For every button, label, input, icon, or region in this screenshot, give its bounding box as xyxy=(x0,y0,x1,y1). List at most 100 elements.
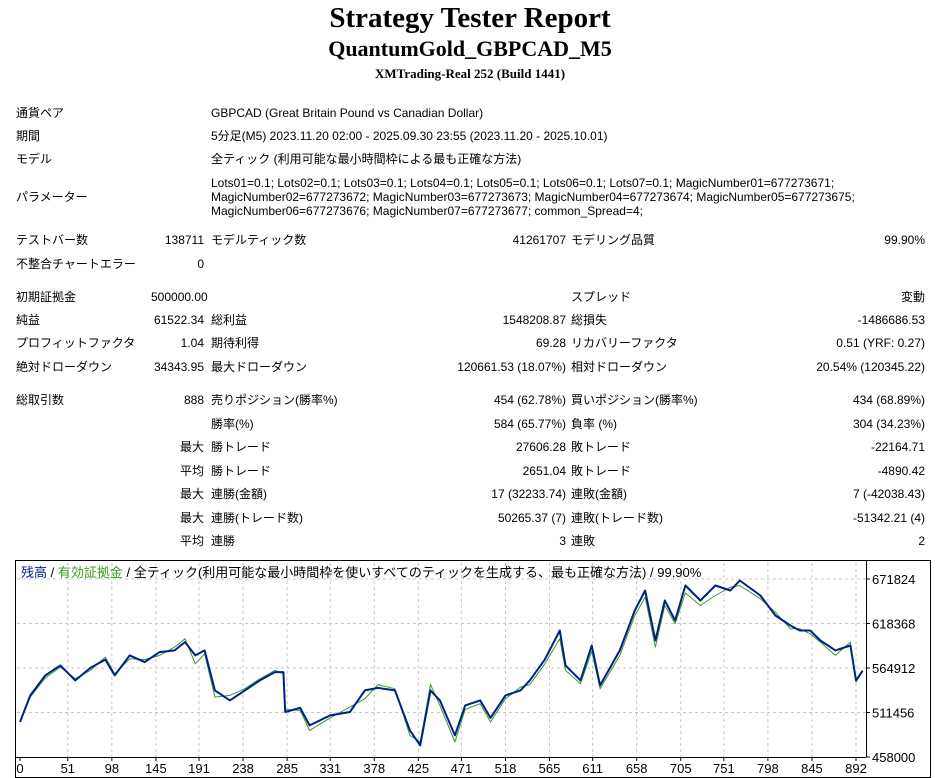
stat-value: 平均 xyxy=(179,464,204,478)
stat-value: 20.54% (120345.22) xyxy=(816,360,925,374)
x-tick-label: 611 xyxy=(582,761,603,776)
param-line: MagicNumber02=677273672; MagicNumber03=6… xyxy=(211,190,855,204)
info-value: Lots01=0.1; Lots02=0.1; Lots03=0.1; Lots… xyxy=(211,176,931,218)
stat-value: 1548208.87 xyxy=(502,313,566,327)
stats-row: 不整合チャートエラー 0 xyxy=(16,257,925,271)
stat-value: -4890.42 xyxy=(877,464,925,478)
stat-value: 41261707 xyxy=(512,233,566,247)
report-subtitle: QuantumGold_GBPCAD_M5 xyxy=(328,36,612,61)
x-tick-label: 145 xyxy=(145,761,167,776)
chart-legend: 残高 / 有効証拠金 / 全ティック(利用可能な最小時間枠を使いすべてのティック… xyxy=(21,565,702,580)
legend-separator: / xyxy=(47,565,58,580)
stat-label: 不整合チャートエラー xyxy=(16,257,136,271)
info-value: 5分足(M5) 2023.11.20 02:00 - 2025.09.30 23… xyxy=(211,129,608,143)
stat-value: 34343.95 xyxy=(153,360,204,374)
stats-row: 純益 61522.34 総利益 1548208.87 総損失 -1486686.53 xyxy=(16,313,925,327)
param-line: MagicNumber06=677273676; MagicNumber07=6… xyxy=(211,204,643,218)
stats-row: 初期証拠金 500000.00 スプレッド 変動 xyxy=(16,290,925,304)
stat-label: 連敗(トレード数) xyxy=(571,511,663,525)
stat-value: 61522.34 xyxy=(153,313,204,327)
x-tick-label: 0 xyxy=(16,761,23,776)
balance-chart: 671824 618368 564912 511456 458000 0 51 98 145 19… xyxy=(15,560,931,778)
stats-row: 最大 連勝(金額) 17 (32233.74) 連敗(金額) 7 (-42038.43) xyxy=(16,487,925,501)
stat-label: 初期証拠金 xyxy=(16,290,77,304)
stat-label: 敗トレード xyxy=(571,464,632,478)
stat-label: 連勝(トレード数) xyxy=(211,511,303,525)
info-label: 期間 xyxy=(16,129,41,143)
stat-label: 連敗 xyxy=(571,534,596,548)
stat-label: 売りポジション(勝率%) xyxy=(211,393,338,407)
legend-separator: / xyxy=(123,565,134,580)
stat-value: 7 (-42038.43) xyxy=(852,487,925,501)
stat-label: 負率 (%) xyxy=(571,417,617,431)
stat-label: モデルティック数 xyxy=(211,233,307,247)
report-title: Strategy Tester Report xyxy=(329,2,611,34)
stats-row: 絶対ドローダウン 34343.95 最大ドローダウン 120661.53 (18.07… xyxy=(16,360,925,374)
stat-label: 総利益 xyxy=(211,313,248,327)
legend-quality: 99.90% xyxy=(657,565,702,580)
stat-value: -51342.21 (4) xyxy=(852,511,925,525)
legend-balance: 残高 xyxy=(21,565,47,580)
stat-value: 2 xyxy=(918,534,925,548)
legend-model: 全ティック(利用可能な最小時間枠を使いすべてのティックを生成する、最も正確な方法… xyxy=(134,565,647,580)
stat-label: 勝トレード xyxy=(211,440,272,454)
x-tick-label: 518 xyxy=(495,761,517,776)
legend-equity: 有効証拠金 xyxy=(58,565,123,580)
info-label: パラメーター xyxy=(16,190,88,204)
stat-label: 期待利得 xyxy=(211,336,260,350)
stat-label: 最大ドローダウン xyxy=(211,360,308,374)
stat-label: 総取引数 xyxy=(16,393,65,407)
stat-value: 500000.00 xyxy=(151,290,208,304)
x-tick-label: 798 xyxy=(757,761,779,776)
stat-label: 買いポジション(勝率%) xyxy=(571,393,698,407)
stat-value: 最大 xyxy=(179,440,204,454)
info-row-model: モデル 全ティック (利用可能な最小時間枠による最も正確な方法) xyxy=(16,152,931,166)
stat-value: 138711 xyxy=(164,233,204,247)
stat-value: 3 xyxy=(559,534,566,548)
info-value: 全ティック (利用可能な最小時間枠による最も正確な方法) xyxy=(211,152,522,166)
stats-row: 平均 勝トレード 2651.04 敗トレード -4890.42 xyxy=(16,464,925,478)
x-tick-label: 425 xyxy=(407,761,429,776)
stat-value: 0.51 (YRF: 0.27) xyxy=(836,336,925,350)
stat-value: 2651.04 xyxy=(522,464,566,478)
stat-value: 変動 xyxy=(900,290,925,304)
x-tick-label: 238 xyxy=(232,761,254,776)
stat-value: 434 (68.89%) xyxy=(852,393,925,407)
stat-value: 0 xyxy=(197,257,204,271)
stat-value: 888 xyxy=(183,393,204,407)
stats-row: 最大 勝トレード 27606.28 敗トレード -22164.71 xyxy=(16,440,925,454)
x-tick-label: 98 xyxy=(105,761,119,776)
stat-label: テストバー数 xyxy=(16,233,89,247)
x-tick-label: 331 xyxy=(319,761,341,776)
y-tick-label: 511456 xyxy=(872,706,914,721)
x-tick-label: 892 xyxy=(845,761,867,776)
stats-row: プロフィットファクタ 1.04 期待利得 69.28 リカバリーファクタ 0.51 (YR… xyxy=(16,336,925,350)
info-row-parameters: パラメーター Lots01=0.1; Lots02=0.1; Lots03=0.… xyxy=(16,176,931,218)
stat-value: 454 (62.78%) xyxy=(493,393,566,407)
stat-value: 平均 xyxy=(179,534,204,548)
x-tick-label: 751 xyxy=(713,761,735,776)
balance-line xyxy=(19,579,864,747)
x-tick-label: 285 xyxy=(276,761,298,776)
info-row-period: 期間 5分足(M5) 2023.11.20 02:00 - 2025.09.30… xyxy=(16,129,931,143)
stat-label: 勝率(%) xyxy=(211,417,254,431)
stat-value: 304 (34.23%) xyxy=(852,417,925,431)
chart-frame xyxy=(15,560,931,778)
legend-separator: / xyxy=(646,565,657,580)
stat-value: 50265.37 (7) xyxy=(497,511,566,525)
x-tick-label: 565 xyxy=(539,761,561,776)
stat-label: 相対ドローダウン xyxy=(571,360,668,374)
y-tick-label: 618368 xyxy=(872,617,915,632)
stat-value: 1.04 xyxy=(180,336,204,350)
stat-label: 純益 xyxy=(16,313,41,327)
info-label: 通貨ペア xyxy=(16,106,65,120)
x-tick-label: 471 xyxy=(451,761,473,776)
info-row-symbol: 通貨ペア GBPCAD (Great Britain Pound vs Cana… xyxy=(16,106,931,120)
stats-row: 平均 連勝 3 連敗 2 xyxy=(16,534,925,548)
equity-line xyxy=(19,585,864,743)
stat-value: 27606.28 xyxy=(515,440,566,454)
server-build: XMTrading-Real 252 (Build 1441) xyxy=(374,66,566,81)
stat-label: 総損失 xyxy=(571,313,608,327)
stat-value: 17 (32233.74) xyxy=(491,487,566,501)
y-tick-label: 671824 xyxy=(872,572,915,587)
